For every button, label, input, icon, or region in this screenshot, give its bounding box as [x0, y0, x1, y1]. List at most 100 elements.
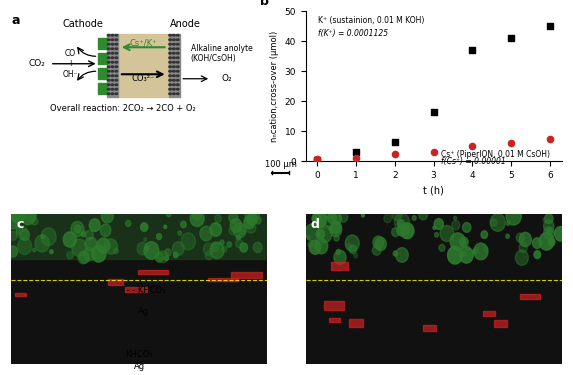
Circle shape — [172, 66, 175, 68]
Circle shape — [172, 93, 175, 94]
Circle shape — [24, 207, 37, 222]
Circle shape — [466, 246, 469, 250]
Circle shape — [107, 70, 110, 72]
Circle shape — [140, 223, 148, 231]
Circle shape — [181, 233, 195, 250]
Bar — [125, 287, 147, 291]
Circle shape — [111, 75, 114, 76]
Circle shape — [115, 44, 117, 45]
Text: Cathode: Cathode — [62, 19, 104, 29]
Circle shape — [331, 213, 342, 225]
Circle shape — [246, 222, 256, 233]
Circle shape — [375, 237, 386, 250]
Circle shape — [200, 226, 213, 241]
Circle shape — [8, 246, 18, 257]
Circle shape — [169, 75, 171, 76]
Text: 100 μm: 100 μm — [265, 160, 297, 170]
Circle shape — [460, 237, 468, 247]
Text: b: b — [260, 0, 269, 8]
Circle shape — [229, 212, 238, 223]
Circle shape — [317, 225, 332, 243]
Circle shape — [236, 239, 243, 248]
Circle shape — [176, 93, 179, 94]
Circle shape — [156, 234, 162, 240]
Circle shape — [169, 93, 171, 94]
Text: Anode: Anode — [170, 19, 201, 29]
Bar — [117, 34, 169, 97]
Circle shape — [397, 225, 406, 236]
Circle shape — [33, 248, 36, 252]
Circle shape — [244, 216, 254, 229]
Circle shape — [20, 229, 29, 240]
Bar — [329, 318, 340, 322]
Circle shape — [155, 252, 164, 262]
Circle shape — [115, 39, 117, 40]
Circle shape — [111, 53, 114, 54]
Circle shape — [245, 207, 259, 224]
Point — [545, 23, 555, 29]
Circle shape — [172, 242, 184, 255]
Point — [313, 157, 322, 163]
Circle shape — [440, 225, 454, 242]
Circle shape — [205, 251, 213, 260]
Circle shape — [309, 240, 321, 254]
Circle shape — [238, 226, 245, 234]
Bar — [348, 319, 363, 327]
Circle shape — [354, 254, 358, 258]
Circle shape — [11, 208, 25, 223]
Circle shape — [107, 75, 110, 76]
Circle shape — [81, 232, 85, 237]
Text: Cs⁺/K⁺: Cs⁺/K⁺ — [129, 38, 157, 47]
Bar — [520, 294, 540, 298]
Circle shape — [172, 75, 175, 76]
Circle shape — [506, 207, 521, 225]
Circle shape — [227, 242, 231, 247]
Text: Overall reaction: 2CO₂ → 2CO + O₂: Overall reaction: 2CO₂ → 2CO + O₂ — [50, 104, 195, 113]
Circle shape — [111, 44, 114, 45]
Circle shape — [394, 213, 410, 231]
Circle shape — [169, 57, 171, 58]
Circle shape — [18, 238, 32, 255]
Circle shape — [111, 84, 114, 86]
Circle shape — [16, 226, 28, 239]
Text: KHCO₃: KHCO₃ — [125, 350, 153, 359]
Circle shape — [164, 256, 168, 261]
Circle shape — [336, 249, 340, 255]
Circle shape — [220, 240, 224, 245]
Text: d: d — [311, 218, 320, 231]
Circle shape — [111, 93, 114, 94]
Bar — [99, 68, 107, 79]
Circle shape — [169, 66, 171, 68]
Circle shape — [79, 251, 89, 263]
Circle shape — [115, 48, 117, 50]
Circle shape — [176, 88, 179, 90]
Circle shape — [473, 249, 476, 254]
Circle shape — [16, 226, 23, 234]
Circle shape — [111, 34, 114, 36]
Circle shape — [474, 248, 479, 254]
Circle shape — [393, 251, 398, 256]
Circle shape — [158, 251, 168, 263]
Circle shape — [83, 230, 87, 234]
Circle shape — [176, 57, 179, 58]
Circle shape — [67, 252, 73, 259]
Circle shape — [544, 227, 554, 239]
Circle shape — [78, 251, 89, 264]
Circle shape — [178, 231, 182, 236]
Circle shape — [115, 70, 117, 72]
Circle shape — [41, 228, 56, 246]
Circle shape — [454, 216, 457, 220]
Point — [390, 139, 399, 145]
Bar — [483, 311, 495, 316]
Text: f(Cs⁺) = 0.00001: f(Cs⁺) = 0.00001 — [441, 157, 506, 166]
Circle shape — [144, 242, 159, 259]
Circle shape — [176, 34, 179, 36]
Circle shape — [115, 62, 117, 63]
Circle shape — [172, 53, 175, 54]
Circle shape — [169, 53, 171, 54]
Circle shape — [439, 244, 445, 251]
Circle shape — [247, 213, 257, 225]
Circle shape — [172, 62, 175, 63]
Circle shape — [539, 232, 554, 250]
Circle shape — [144, 238, 147, 241]
